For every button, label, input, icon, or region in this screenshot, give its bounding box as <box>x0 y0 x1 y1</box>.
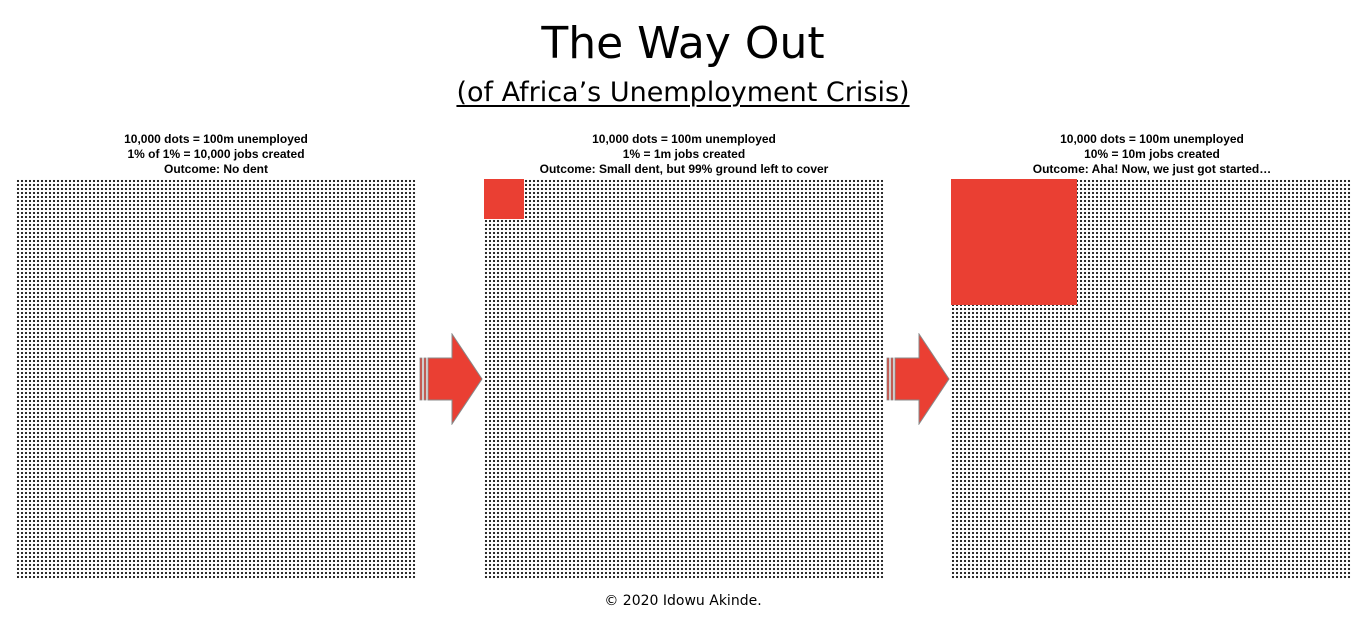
page-subtitle: (of Africa’s Unemployment Crisis) <box>456 77 910 108</box>
panel-1-line-3: Outcome: No dent <box>164 162 268 176</box>
panel-1-dot-grid <box>16 179 416 579</box>
right-arrow-icon <box>886 333 950 425</box>
copyright-footer: © 2020 Idowu Akinde. <box>604 593 762 609</box>
panel-1-line-2: 1% of 1% = 10,000 jobs created <box>127 147 305 161</box>
panel-1-line-1: 10,000 dots = 100m unemployed <box>124 132 308 146</box>
panel-3-line-2: 10% = 10m jobs created <box>1084 147 1220 161</box>
panel-3-line-3: Outcome: Aha! Now, we just got started… <box>1032 162 1272 176</box>
panel-2-line-1: 10,000 dots = 100m unemployed <box>592 132 776 146</box>
panel-2-line-3: Outcome: Small dent, but 99% ground left… <box>539 162 829 176</box>
panel-3-dot-grid <box>951 179 1351 579</box>
panel-2-caption: 10,000 dots = 100m unemployed 1% = 1m jo… <box>464 132 904 177</box>
panel-3-caption: 10,000 dots = 100m unemployed 10% = 10m … <box>932 132 1366 177</box>
panel-2-dot-grid <box>484 179 884 579</box>
panel-2-line-2: 1% = 1m jobs created <box>622 147 746 161</box>
right-arrow-icon <box>419 333 483 425</box>
page-title: The Way Out <box>541 18 825 69</box>
panel-1-caption: 10,000 dots = 100m unemployed 1% of 1% =… <box>0 132 436 177</box>
panel-2-jobs-block <box>484 179 524 219</box>
panel-3-jobs-block <box>951 179 1077 305</box>
panel-3-line-1: 10,000 dots = 100m unemployed <box>1060 132 1244 146</box>
